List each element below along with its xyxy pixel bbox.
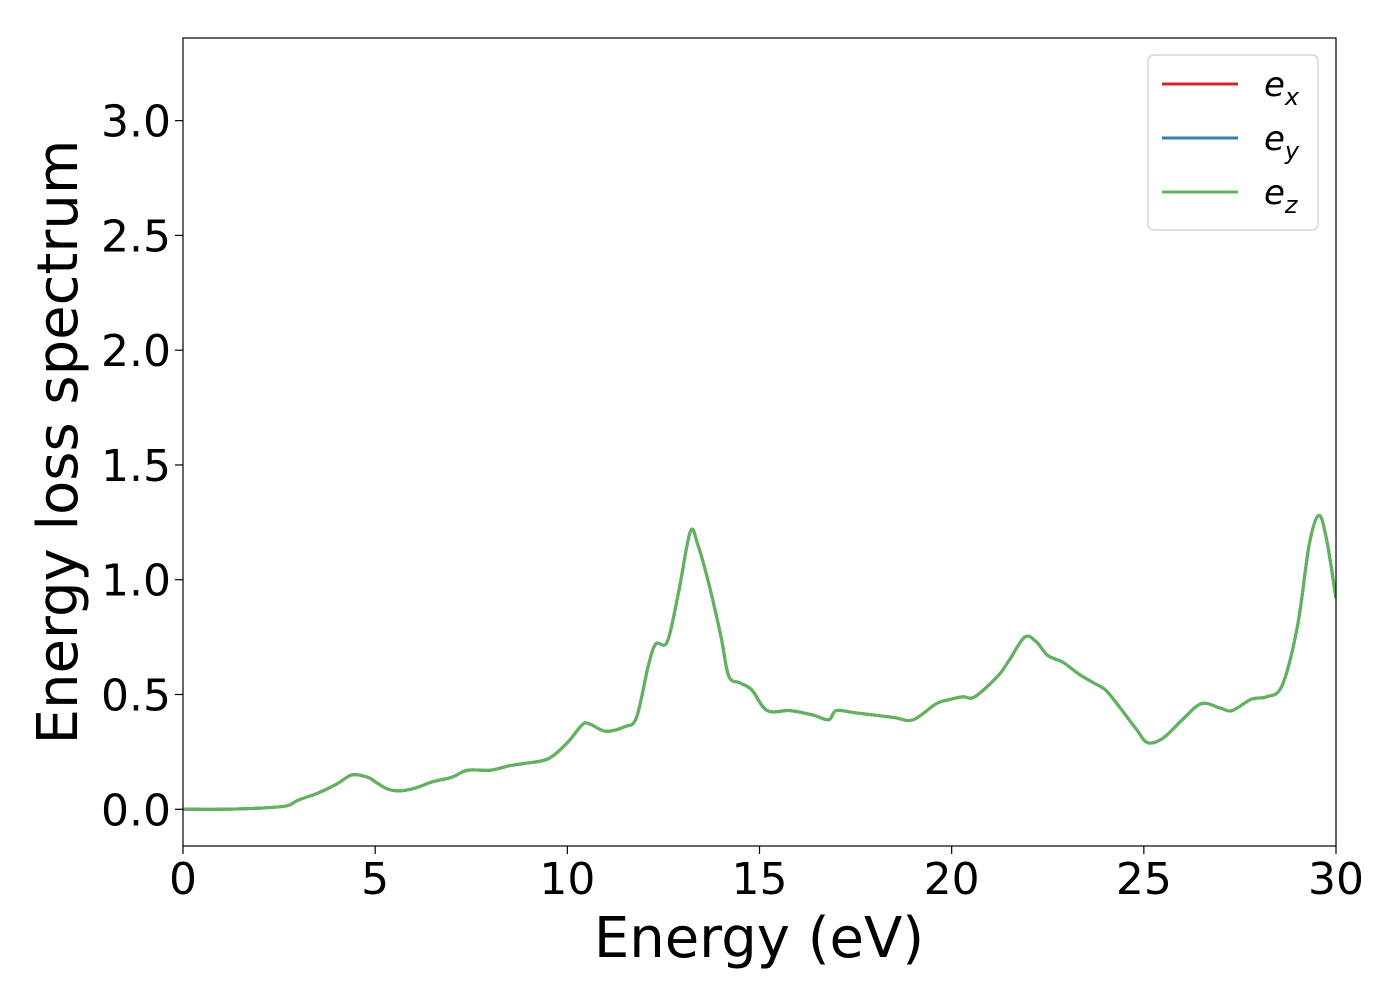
series-line-z	[183, 513, 1336, 811]
y-tick-label: 1.5	[101, 441, 171, 492]
legend-label-z: ez	[1264, 173, 1299, 219]
x-axis-title: Energy (eV)	[594, 906, 924, 971]
x-tick-label: 10	[539, 854, 595, 905]
y-tick-label: 3.0	[101, 97, 171, 148]
y-tick-label: 2.5	[101, 211, 171, 262]
y-tick-label: 1.0	[101, 556, 171, 607]
x-tick-label: 25	[1116, 854, 1172, 905]
legend: ex ey ez	[1147, 54, 1319, 231]
x-tick-label: 20	[924, 854, 980, 905]
series-line-y	[183, 513, 1336, 811]
x-tick-label: 15	[732, 854, 788, 905]
legend-label-x: ex	[1264, 65, 1300, 111]
x-tick-label: 5	[361, 854, 389, 905]
y-axis: 0.0 0.5 1.0 1.5 2.0 2.5 3.0	[101, 97, 183, 836]
series-line-x	[183, 513, 1336, 811]
x-tick-label: 0	[169, 854, 197, 905]
y-tick-label: 0.0	[101, 785, 171, 836]
legend-label-y: ey	[1264, 119, 1300, 165]
legend-box	[1147, 54, 1319, 231]
x-axis: 0 5 10 15 20 25 30	[169, 846, 1364, 905]
y-axis-title: Energy loss spectrum	[26, 140, 91, 745]
x-tick-label: 30	[1308, 854, 1364, 905]
y-tick-label: 2.0	[101, 326, 171, 377]
y-tick-label: 0.5	[101, 671, 171, 722]
